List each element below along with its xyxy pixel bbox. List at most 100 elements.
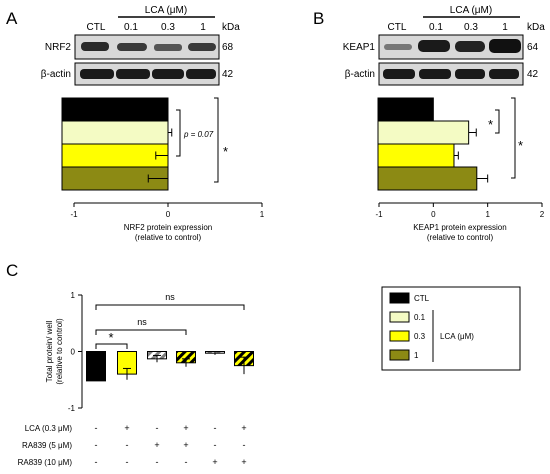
blot-a-row1-kda: 68 (222, 42, 234, 53)
chart-c-sign-1-0: - (95, 440, 98, 450)
chart-b-xlabel-1: KEAP1 protein expression (413, 223, 506, 232)
blot-a-lane-0-3: 0.3 (161, 22, 175, 33)
chart-b-annotation-1: * (518, 138, 523, 153)
chart-a-bar-0 (61, 97, 169, 122)
chart-c-legend-group-label: LCA (μM) (440, 332, 474, 341)
chart-c-sign-0-1: + (124, 423, 129, 433)
chart-b-tick-label-3: 2 (540, 210, 545, 219)
blot-a-kda-header: kDa (222, 22, 240, 33)
chart-a-bracket-1 (214, 97, 219, 183)
blot-b-row1-band-0-3 (455, 41, 485, 52)
blot-b-row1-band-ctl (384, 44, 412, 50)
chart-c-sign-1-5: - (243, 440, 246, 450)
chart-c-bar-0 (86, 351, 106, 382)
blot-b-row1-kda: 64 (527, 42, 539, 53)
blot-b-row2-kda: 42 (527, 69, 539, 80)
chart-c-total-protein: 1 0 -1 Total protein/ well (relative to cont… (45, 291, 254, 413)
chart-c-ylabel-1: Total protein/ well (45, 320, 54, 382)
chart-c-sign-2-1: - (126, 457, 129, 467)
chart-c-treatment-label-2: RA839 (10 μM) (18, 458, 73, 467)
panel-label-c: C (6, 261, 18, 280)
chart-c-treatment-label-0: LCA (0.3 μM) (25, 424, 73, 433)
chart-b-bar-3 (377, 166, 478, 191)
chart-a-tick-label-2: 1 (260, 210, 265, 219)
chart-c-tick-label-1: 0 (71, 348, 76, 357)
chart-b-xlabel-2: (relative to control) (427, 233, 494, 242)
chart-c-annotation-2: ns (165, 292, 175, 302)
chart-c-legend-label-3: 1 (414, 351, 419, 360)
chart-c-sign-2-5: + (241, 457, 246, 467)
chart-c-sign-2-3: - (185, 457, 188, 467)
chart-a-xlabel-2: (relative to control) (135, 233, 202, 242)
blot-b-lane-1: 1 (502, 22, 508, 33)
chart-a-bracket-0 (176, 109, 181, 157)
blot-a-row1-band-0-3 (154, 44, 182, 51)
chart-c-tick-label-2: -1 (68, 404, 76, 413)
chart-a-bar-2 (61, 143, 169, 168)
chart-c-treatment-label-1: RA839 (5 μM) (22, 441, 72, 450)
chart-c-legend-swatch-2 (389, 330, 410, 342)
blot-b-row2-label: β-actin (345, 69, 375, 80)
chart-c-sign-2-0: - (95, 457, 98, 467)
blot-b-row2-band-0-1 (419, 69, 451, 79)
chart-b-tick-label-1: 0 (431, 210, 436, 219)
chart-c-bracket-0 (95, 343, 128, 349)
chart-b-keap1: -1 0 1 2 KEAP1 protein expression(relative t… (375, 97, 545, 242)
chart-a-tick-label-1: 0 (166, 210, 171, 219)
blot-b-header: LCA (μM) (450, 5, 492, 16)
chart-c-annotation-1: ns (137, 317, 147, 327)
western-blot-b: LCA (μM) CTL 0.1 0.3 1 kDa KEAP1 64 β-ac… (343, 5, 545, 86)
chart-c-sign-1-4: - (214, 440, 217, 450)
chart-c-sign-1-1: - (126, 440, 129, 450)
chart-c-annotation-0: * (108, 330, 113, 345)
blot-a-row2-band-ctl (80, 69, 114, 79)
panel-label-b: B (313, 9, 324, 28)
blot-a-lane-0-1: 0.1 (124, 22, 138, 33)
chart-c-sign-0-0: - (95, 423, 98, 433)
blot-a-lane-ctl: CTL (87, 22, 106, 33)
chart-c-legend-label-1: 0.1 (414, 313, 426, 322)
panel-label-a: A (6, 9, 18, 28)
chart-c-ylabel-2: (relative to control) (55, 318, 64, 385)
blot-b-row1-label: KEAP1 (343, 42, 376, 53)
blot-a-row2-label: β-actin (41, 69, 71, 80)
chart-a-annotation-0: p = 0.07 (183, 130, 214, 139)
chart-b-tick-label-0: -1 (375, 210, 383, 219)
chart-a-nrf2: -1 0 1 NRF2 protein expression(relative to … (61, 97, 265, 242)
chart-c-sign-0-2: - (156, 423, 159, 433)
western-blot-a: LCA (μM) CTL 0.1 0.3 1 kDa NRF2 68 β-act… (41, 5, 240, 86)
blot-b-row2-band-ctl (383, 69, 415, 79)
blot-a-row1-band-1 (188, 43, 216, 51)
blot-a-row1-band-0-1 (117, 43, 147, 51)
chart-b-bracket-1 (511, 97, 516, 179)
chart-b-annotation-0: * (488, 117, 493, 132)
chart-b-bar-1 (377, 120, 470, 145)
blot-b-lane-ctl: CTL (388, 22, 407, 33)
chart-c-bracket-2 (95, 304, 245, 310)
chart-c-legend-swatch-0 (389, 292, 410, 304)
blot-b-row2-band-1 (489, 69, 519, 79)
chart-a-xlabel-1: NRF2 protein expression (124, 223, 212, 232)
blot-a-row1-label: NRF2 (45, 42, 72, 53)
chart-c-legend-label-0: CTL (414, 294, 430, 303)
chart-a-bar-1 (61, 120, 169, 145)
chart-b-bracket-0 (495, 109, 500, 134)
chart-c-legend-swatch-1 (389, 311, 410, 323)
chart-c-legend: CTL 0.1 0.3 1 LCA (μM) (381, 286, 521, 371)
chart-c-legend-label-2: 0.3 (414, 332, 426, 341)
chart-c-sign-0-4: - (214, 423, 217, 433)
blot-b-row1-band-0-1 (418, 40, 450, 52)
chart-a-tick-label-0: -1 (70, 210, 78, 219)
blot-a-row2-band-0-3 (152, 69, 184, 79)
blot-b-row2-band-0-3 (455, 69, 485, 79)
chart-b-bar-0 (377, 97, 434, 122)
blot-b-lane-0-3: 0.3 (464, 22, 478, 33)
blot-a-row2-band-1 (186, 69, 216, 79)
blot-a-header: LCA (μM) (145, 5, 187, 16)
blot-a-row2-band-0-1 (116, 69, 150, 79)
chart-b-tick-label-2: 1 (485, 210, 490, 219)
chart-c-treatment-table: LCA (0.3 μM) - + - + - + RA839 (5 μM) - - + + - - RA83… (18, 423, 247, 467)
blot-b-kda-header: kDa (527, 22, 545, 33)
chart-c-sign-2-2: - (156, 457, 159, 467)
